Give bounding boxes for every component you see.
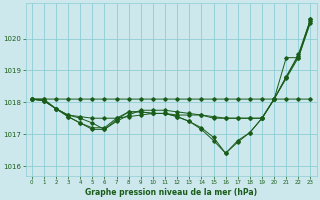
- X-axis label: Graphe pression niveau de la mer (hPa): Graphe pression niveau de la mer (hPa): [85, 188, 257, 197]
